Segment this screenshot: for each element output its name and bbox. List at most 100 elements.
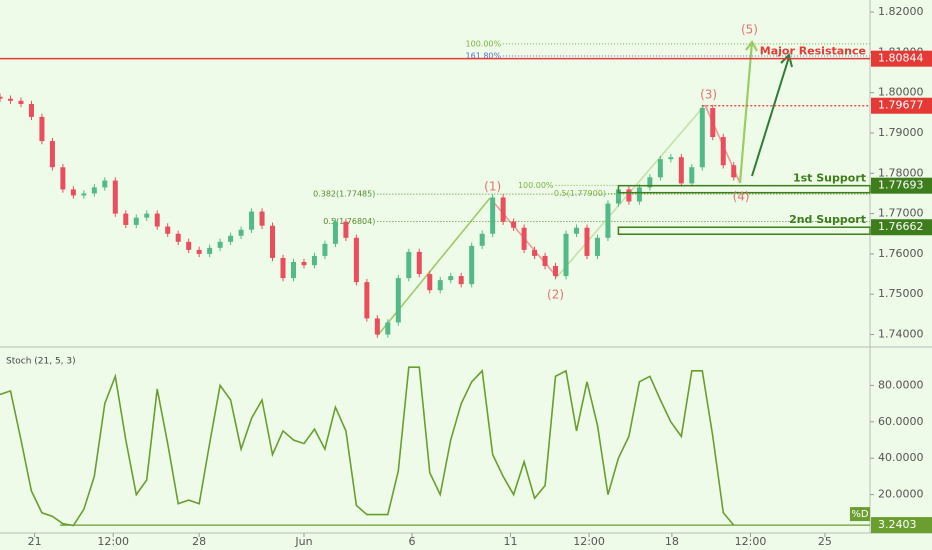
y-tick-label: 1.75000 bbox=[878, 287, 924, 300]
x-tick-label: 11 bbox=[503, 535, 517, 548]
price-box bbox=[871, 97, 932, 114]
candle-body bbox=[311, 255, 317, 266]
candle-body bbox=[112, 180, 118, 214]
candle-body bbox=[594, 237, 600, 256]
candle-body bbox=[144, 213, 150, 218]
candle-body bbox=[0, 96, 3, 99]
candle-body bbox=[553, 266, 559, 277]
y-tick-label: 1.80000 bbox=[878, 86, 924, 99]
candle-body bbox=[668, 157, 674, 160]
y-tick-label: 40.0000 bbox=[878, 451, 924, 464]
candle-body bbox=[28, 103, 34, 117]
candle-body bbox=[458, 276, 464, 285]
y-tick-label: 1.82000 bbox=[878, 5, 924, 18]
candle-body bbox=[615, 189, 621, 204]
candle-body bbox=[343, 221, 349, 238]
y-tick-label: 1.79000 bbox=[878, 126, 924, 139]
candle-body bbox=[542, 255, 548, 267]
fib-label: 100.00% bbox=[466, 39, 502, 48]
fib-label: 0.5(1.77900) bbox=[554, 189, 606, 198]
candle-body bbox=[18, 100, 24, 104]
candle-body bbox=[39, 116, 45, 142]
candle-body bbox=[123, 213, 129, 225]
candle-body bbox=[175, 233, 181, 242]
support-zone bbox=[617, 226, 871, 235]
support-zone bbox=[617, 184, 871, 194]
price-box-label: 1.77693 bbox=[878, 179, 924, 192]
candle-body bbox=[259, 211, 265, 226]
panel-title: Stoch (21, 5, 3) bbox=[6, 357, 76, 367]
candle-body bbox=[720, 137, 726, 166]
candle-body bbox=[290, 261, 296, 279]
candle-body bbox=[647, 177, 653, 188]
candle-body bbox=[196, 249, 202, 254]
candle-body bbox=[332, 221, 338, 244]
candle-body bbox=[626, 189, 632, 202]
candle-body bbox=[217, 241, 223, 248]
candle-body bbox=[81, 193, 87, 196]
candle-body bbox=[322, 243, 328, 256]
legend-label: %D bbox=[851, 509, 869, 520]
candle-body bbox=[678, 157, 684, 184]
candle-body bbox=[228, 235, 234, 242]
candle-body bbox=[437, 280, 443, 291]
y-tick-label: 1.78000 bbox=[878, 166, 924, 179]
wave-label: (1) bbox=[484, 180, 501, 194]
wave-label: (3) bbox=[700, 88, 717, 102]
y-tick-label: 1.76000 bbox=[878, 247, 924, 260]
candle-body bbox=[469, 245, 475, 285]
price-box-label: 1.76662 bbox=[878, 220, 924, 233]
candle-body bbox=[605, 203, 611, 238]
candle-body bbox=[102, 180, 108, 188]
candle-body bbox=[521, 227, 527, 250]
x-tick-label: Jun bbox=[294, 535, 312, 548]
x-tick-label: 12:00 bbox=[97, 535, 129, 548]
fib-label: 0.382(1.77485) bbox=[313, 190, 375, 199]
level-label: Major Resistance bbox=[760, 45, 866, 58]
value-box bbox=[871, 517, 932, 534]
projection-arrow bbox=[751, 53, 793, 177]
value-box-label: 3.2403 bbox=[878, 518, 917, 531]
candle-body bbox=[574, 227, 580, 234]
candle-body bbox=[500, 197, 506, 222]
candle-body bbox=[301, 261, 307, 266]
wave-label: (4) bbox=[733, 190, 750, 204]
x-tick-label: 28 bbox=[192, 535, 206, 548]
y-tick-label: 1.77000 bbox=[878, 207, 924, 220]
candle-body bbox=[636, 187, 642, 202]
candle-body bbox=[154, 213, 160, 227]
candle-body bbox=[238, 229, 244, 236]
candle-body bbox=[710, 108, 716, 138]
candle-body bbox=[563, 233, 569, 277]
candle-body bbox=[70, 189, 76, 196]
legend-box bbox=[850, 507, 870, 522]
price-box bbox=[871, 219, 932, 236]
y-tick-label: 1.74000 bbox=[878, 328, 924, 341]
candle-body bbox=[91, 187, 97, 194]
candle-body bbox=[186, 241, 192, 250]
candle-body bbox=[689, 167, 695, 184]
fib-label: 0.5(1.76804) bbox=[323, 217, 375, 226]
x-tick-label: 12:00 bbox=[573, 535, 605, 548]
candle-body bbox=[165, 226, 171, 234]
candle-body bbox=[280, 257, 286, 279]
y-tick-label: 80.0000 bbox=[878, 378, 924, 391]
candle-body bbox=[699, 108, 705, 168]
wave-label: (2) bbox=[547, 288, 564, 302]
level-label: 1st Support bbox=[793, 172, 866, 185]
candle-body bbox=[60, 167, 66, 190]
level-label: 2nd Support bbox=[789, 213, 866, 226]
candle-body bbox=[490, 197, 496, 234]
candle-body bbox=[374, 318, 380, 335]
candle-body bbox=[532, 249, 538, 256]
candle-body bbox=[207, 247, 213, 254]
candle-body bbox=[406, 251, 412, 279]
candle-body bbox=[385, 322, 391, 335]
candle-body bbox=[511, 221, 517, 228]
candle-body bbox=[416, 251, 422, 275]
candle-body bbox=[448, 276, 454, 281]
candle-body bbox=[731, 165, 737, 178]
candle-body bbox=[270, 225, 276, 258]
